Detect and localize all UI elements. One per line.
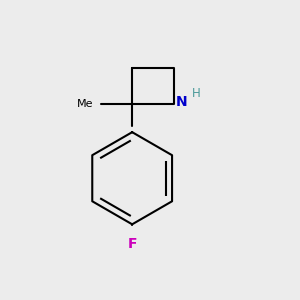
Text: H: H	[192, 87, 200, 100]
Text: F: F	[128, 237, 137, 250]
Text: N: N	[175, 95, 187, 110]
Text: Me: Me	[76, 99, 93, 109]
